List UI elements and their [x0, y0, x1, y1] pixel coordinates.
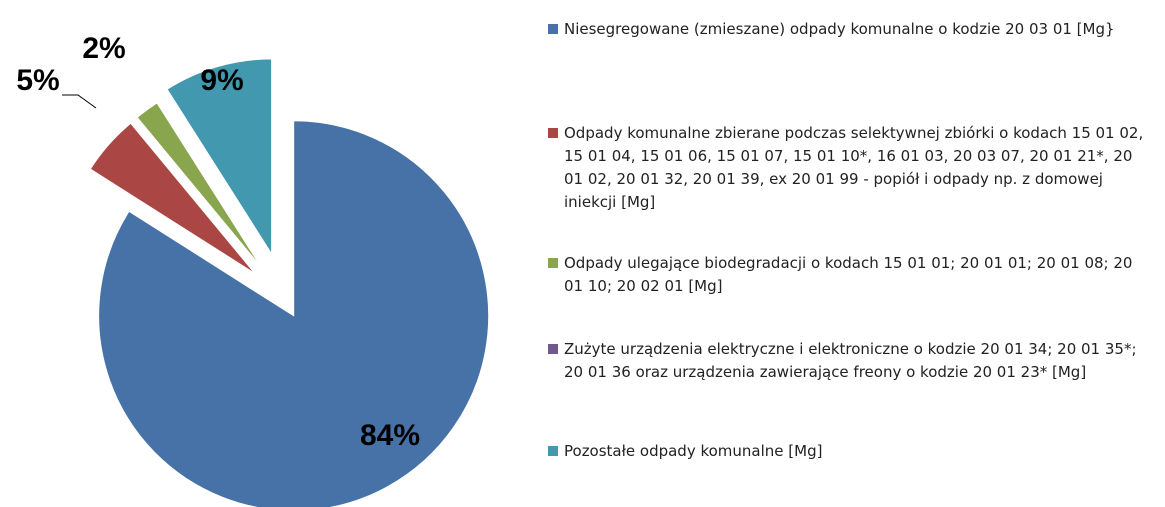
legend-swatch [548, 258, 558, 268]
legend-label: Niesegregowane (zmieszane) odpady komuna… [564, 20, 1115, 38]
data-label: 2% [82, 32, 125, 65]
legend-label: Odpady ulegające biodegradacji o kodach … [564, 254, 1133, 295]
pie-slice [166, 58, 273, 256]
data-label: 9% [200, 64, 243, 97]
legend-label: Pozostałe odpady komunalne [Mg] [564, 442, 823, 460]
legend-swatch [548, 24, 558, 34]
legend-item: Odpady komunalne zbierane podczas selekt… [548, 122, 1148, 214]
legend-swatch [548, 128, 558, 138]
legend-item: Odpady ulegające biodegradacji o kodach … [548, 252, 1148, 298]
legend-item: Zużyte urządzenia elektryczne i elektron… [548, 338, 1148, 384]
pie-slice [89, 122, 256, 274]
data-label: 5% [16, 64, 59, 97]
legend-item: Pozostałe odpady komunalne [Mg] [548, 440, 1148, 463]
legend-swatch [548, 446, 558, 456]
legend-label: Odpady komunalne zbierane podczas selekt… [564, 124, 1144, 211]
leader-line [62, 94, 97, 109]
pie-slice [158, 101, 264, 267]
legend-item: Niesegregowane (zmieszane) odpady komuna… [548, 18, 1148, 41]
data-label: 84% [360, 419, 420, 452]
pie-area: 84% 5% 2% 9% [16, 32, 490, 507]
legend-label: Zużyte urządzenia elektryczne i elektron… [564, 340, 1137, 381]
legend-swatch [548, 344, 558, 354]
pie-slice [98, 120, 490, 507]
pie-slice [136, 102, 262, 268]
